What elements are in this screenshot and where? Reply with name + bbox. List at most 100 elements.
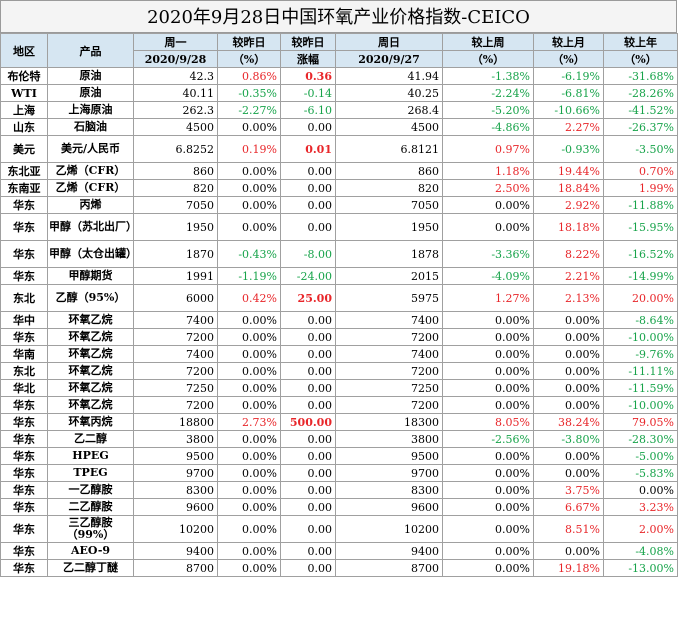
- region-cell: 东北: [0, 284, 48, 312]
- monday-price: 7200: [133, 362, 218, 380]
- year-change-pct: -28.26%: [603, 84, 678, 102]
- month-change-pct: 2.21%: [533, 267, 604, 285]
- year-change-pct: 1.99%: [603, 179, 678, 197]
- day-change-pct: 2.73%: [217, 413, 281, 431]
- month-change-pct: -0.93%: [533, 135, 604, 163]
- region-cell: 华东: [0, 542, 48, 560]
- sunday-price: 8300: [335, 481, 443, 499]
- day-change-abs: 0.00: [280, 345, 336, 363]
- monday-price: 42.3: [133, 67, 218, 85]
- year-change-pct: -11.59%: [603, 379, 678, 397]
- table-row: 华东 AEO-9 9400 0.00% 0.00 9400 0.00% 0.00% -4.08%: [0, 542, 678, 560]
- table-row: 华东 环氧丙烷 18800 2.73% 500.00 18300 8.05% 38.24% 79…: [0, 413, 678, 431]
- header-week-unit: （%）: [442, 50, 534, 68]
- header-product: 产品: [47, 33, 134, 68]
- week-change-pct: -2.56%: [442, 430, 534, 448]
- table-row: 华中 环氧乙烷 7400 0.00% 0.00 7400 0.00% 0.00% -8.64%: [0, 311, 678, 329]
- table-row: 华东 甲醇期货 1991 -1.19% -24.00 2015 -4.09% 2.21% -14…: [0, 267, 678, 285]
- day-change-abs: -8.00: [280, 240, 336, 268]
- day-change-abs: 0.00: [280, 430, 336, 448]
- week-change-pct: 1.27%: [442, 284, 534, 312]
- monday-price: 7200: [133, 396, 218, 414]
- year-change-pct: -3.50%: [603, 135, 678, 163]
- region-cell: 东南亚: [0, 179, 48, 197]
- sunday-price: 820: [335, 179, 443, 197]
- page-title: 2020年9月28日中国环氧产业价格指数-CEICO: [0, 0, 677, 33]
- month-change-pct: 0.00%: [533, 345, 604, 363]
- table-row: 东北 环氧乙烷 7200 0.00% 0.00 7200 0.00% 0.00% -11.11%: [0, 362, 678, 380]
- header-day-pct: 较昨日: [217, 33, 281, 51]
- monday-price: 7400: [133, 345, 218, 363]
- month-change-pct: 19.44%: [533, 162, 604, 180]
- monday-price: 7250: [133, 379, 218, 397]
- day-change-abs: 0.00: [280, 162, 336, 180]
- year-change-pct: -5.00%: [603, 447, 678, 465]
- product-cell: 乙醇（95%）: [47, 284, 134, 312]
- product-cell: AEO-9: [47, 542, 134, 560]
- region-cell: 东北: [0, 362, 48, 380]
- product-cell: 甲醇（太仓出罐）: [47, 240, 134, 268]
- year-change-pct: 0.00%: [603, 481, 678, 499]
- day-change-pct: 0.00%: [217, 559, 281, 577]
- month-change-pct: 0.00%: [533, 447, 604, 465]
- day-change-pct: -2.27%: [217, 101, 281, 119]
- day-change-abs: 0.00: [280, 559, 336, 577]
- day-change-pct: 0.00%: [217, 515, 281, 543]
- table-row: 华东 环氧乙烷 7200 0.00% 0.00 7200 0.00% 0.00% -10.00%: [0, 396, 678, 414]
- week-change-pct: 0.00%: [442, 542, 534, 560]
- table-row: 华东 二乙醇胺 9600 0.00% 0.00 9600 0.00% 6.67% 3.23%: [0, 498, 678, 516]
- header-month-unit: （%）: [533, 50, 604, 68]
- sunday-price: 18300: [335, 413, 443, 431]
- day-change-abs: 25.00: [280, 284, 336, 312]
- table-row: 华东 乙二醇 3800 0.00% 0.00 3800 -2.56% -3.80% -28.30…: [0, 430, 678, 448]
- product-cell: 环氧乙烷: [47, 396, 134, 414]
- header-year-unit: （%）: [603, 50, 678, 68]
- region-cell: 华中: [0, 311, 48, 329]
- day-change-pct: 0.00%: [217, 328, 281, 346]
- week-change-pct: 0.00%: [442, 311, 534, 329]
- day-change-abs: 0.00: [280, 196, 336, 214]
- sunday-price: 3800: [335, 430, 443, 448]
- monday-price: 3800: [133, 430, 218, 448]
- region-cell: WTI: [0, 84, 48, 102]
- product-cell: 一乙醇胺: [47, 481, 134, 499]
- sunday-price: 8700: [335, 559, 443, 577]
- year-change-pct: 20.00%: [603, 284, 678, 312]
- region-cell: 上海: [0, 101, 48, 119]
- monday-price: 1870: [133, 240, 218, 268]
- year-change-pct: -11.11%: [603, 362, 678, 380]
- monday-price: 7200: [133, 328, 218, 346]
- product-cell: 乙二醇: [47, 430, 134, 448]
- week-change-pct: -4.09%: [442, 267, 534, 285]
- month-change-pct: -6.81%: [533, 84, 604, 102]
- table-row: 华东 环氧乙烷 7200 0.00% 0.00 7200 0.00% 0.00% -10.00%: [0, 328, 678, 346]
- week-change-pct: 0.00%: [442, 196, 534, 214]
- week-change-pct: 0.00%: [442, 362, 534, 380]
- year-change-pct: -9.76%: [603, 345, 678, 363]
- week-change-pct: -1.38%: [442, 67, 534, 85]
- year-change-pct: -13.00%: [603, 559, 678, 577]
- table-row: 华东 乙二醇丁醚 8700 0.00% 0.00 8700 0.00% 19.18% -13.0…: [0, 559, 678, 577]
- region-cell: 华东: [0, 196, 48, 214]
- week-change-pct: 0.00%: [442, 345, 534, 363]
- monday-price: 262.3: [133, 101, 218, 119]
- month-change-pct: 6.67%: [533, 498, 604, 516]
- region-cell: 华东: [0, 328, 48, 346]
- region-cell: 华东: [0, 213, 48, 241]
- day-change-abs: 0.00: [280, 542, 336, 560]
- day-change-abs: 0.00: [280, 179, 336, 197]
- table-row: 山东 石脑油 4500 0.00% 0.00 4500 -4.86% 2.27% -26.37%: [0, 118, 678, 136]
- month-change-pct: 0.00%: [533, 379, 604, 397]
- region-cell: 华东: [0, 559, 48, 577]
- week-change-pct: 0.00%: [442, 379, 534, 397]
- product-cell: 原油: [47, 84, 134, 102]
- day-change-pct: 0.00%: [217, 196, 281, 214]
- sunday-price: 9700: [335, 464, 443, 482]
- table-row: 华北 环氧乙烷 7250 0.00% 0.00 7250 0.00% 0.00% -11.59%: [0, 379, 678, 397]
- sunday-price: 2015: [335, 267, 443, 285]
- month-change-pct: 0.00%: [533, 542, 604, 560]
- header-region: 地区: [0, 33, 48, 68]
- day-change-abs: 0.01: [280, 135, 336, 163]
- table-row: 东北 乙醇（95%） 6000 0.42% 25.00 5975 1.27% 2.13% 20.…: [0, 284, 678, 312]
- region-cell: 华南: [0, 345, 48, 363]
